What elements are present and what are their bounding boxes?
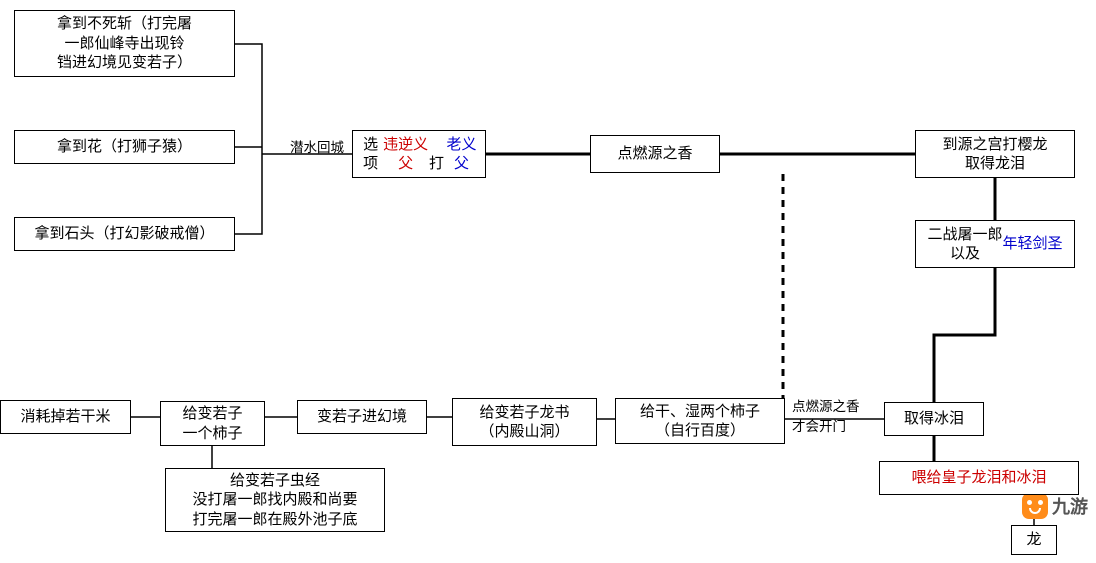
logo-icon <box>1022 493 1048 519</box>
flowchart-node: 变若子进幻境 <box>297 400 427 434</box>
flowchart-node: 给变若子龙书 （内殿山洞） <box>452 398 597 446</box>
flowchart-node: 喂给皇子龙泪和冰泪 <box>879 461 1079 495</box>
flowchart-node: 拿到石头（打幻影破戒僧） <box>14 217 235 251</box>
edge-label: 潜水回城 <box>290 136 344 156</box>
flowchart-node: 选项违逆义父打老义父 <box>352 130 486 178</box>
flowchart-node: 给干、湿两个柿子 （自行百度） <box>615 398 785 444</box>
flowchart-node: 到源之宫打樱龙 取得龙泪 <box>915 130 1075 178</box>
watermark-logo: 九游 <box>1022 493 1088 519</box>
flowchart-node: 拿到不死斩（打完屠 一郎仙峰寺出现铃 铛进幻境见变若子） <box>14 10 235 77</box>
flowchart-node: 给变若子 一个柿子 <box>160 401 265 446</box>
flowchart-node: 龙 <box>1011 525 1057 555</box>
edge-label: 点燃源之香 才会开门 <box>792 395 860 435</box>
flowchart-node: 点燃源之香 <box>590 135 720 173</box>
flowchart-node: 取得冰泪 <box>884 402 984 436</box>
flowchart-node: 二战屠一郎以及年轻剑圣 <box>915 220 1075 268</box>
watermark-text: 九游 <box>1052 493 1088 519</box>
flowchart-node: 消耗掉若干米 <box>0 400 131 434</box>
flowchart-node: 给变若子虫经 没打屠一郎找内殿和尚要 打完屠一郎在殿外池子底 <box>165 468 385 532</box>
flowchart-node: 拿到花（打狮子猿） <box>14 130 235 164</box>
